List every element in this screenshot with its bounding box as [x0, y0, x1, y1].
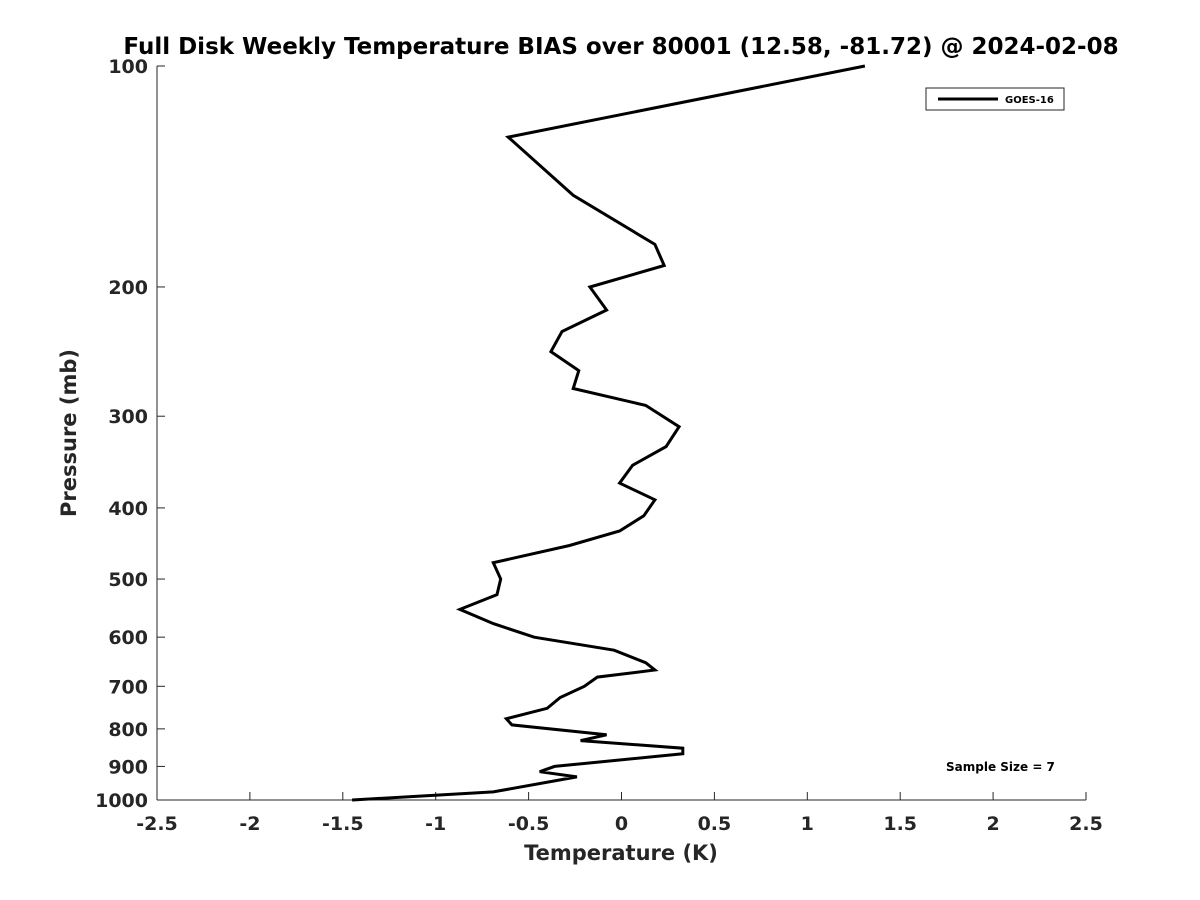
x-tick-label: 0.5 [698, 813, 732, 835]
y-tick-label: 800 [108, 719, 148, 741]
y-tick-label: 300 [108, 406, 148, 428]
x-tick-label: -2 [239, 813, 260, 835]
y-tick-label: 600 [108, 627, 148, 649]
y-tick-label: 500 [108, 569, 148, 591]
plot-area: -2.5 -2 -1.5 -1 -0.5 0 0.5 1 1.5 2 2.5 100 200 300 40… [95, 56, 1103, 835]
legend: GOES-16 [925, 87, 1065, 111]
y-axis-label: Pressure (mb) [57, 349, 81, 517]
y-tick-label: 100 [108, 56, 148, 78]
y-tick-label: 700 [108, 676, 148, 698]
sample-size-annotation: Sample Size = 7 [946, 760, 1055, 774]
x-tick-label: 2 [986, 813, 999, 835]
x-tick-label: -0.5 [508, 813, 550, 835]
y-ticks: 100 200 300 400 500 600 700 800 900 1000 [95, 56, 165, 812]
x-tick-label: -2.5 [136, 813, 178, 835]
x-tick-label: 2.5 [1069, 813, 1103, 835]
chart-title: Full Disk Weekly Temperature BIAS over 8… [123, 34, 1118, 60]
series-line-goes-16 [352, 64, 866, 802]
x-tick-label: 1 [801, 813, 814, 835]
legend-label-goes-16: GOES-16 [1005, 95, 1054, 106]
x-tick-label: -1.5 [322, 813, 364, 835]
x-axis-label: Temperature (K) [524, 841, 718, 865]
x-ticks: -2.5 -2 -1.5 -1 -0.5 0 0.5 1 1.5 2 2.5 [136, 792, 1103, 835]
series-layer [352, 64, 866, 802]
x-tick-label: 1.5 [883, 813, 917, 835]
x-tick-label: -1 [425, 813, 446, 835]
y-tick-label: 900 [108, 756, 148, 778]
y-tick-label: 200 [108, 277, 148, 299]
y-tick-label: 1000 [95, 790, 148, 812]
y-tick-label: 400 [108, 498, 148, 520]
x-tick-label: 0 [615, 813, 628, 835]
